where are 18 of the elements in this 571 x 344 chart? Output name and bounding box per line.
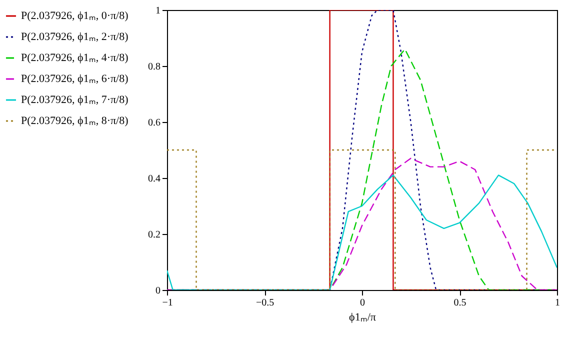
- x-tick-label: 0.5: [454, 298, 466, 308]
- legend-label: P(2.037926, ϕ1ₘ, 7·π/8): [21, 94, 129, 106]
- y-tick-label: 0.4: [148, 174, 160, 184]
- legend-label: P(2.037926, ϕ1ₘ, 8·π/8): [21, 115, 129, 127]
- y-tick-label: 0.6: [148, 118, 160, 128]
- x-tick-label: −0.5: [256, 298, 274, 308]
- y-tick-label: 0: [156, 286, 160, 296]
- x-tick-label: −1: [162, 298, 173, 308]
- y-tick-label: 0.2: [148, 230, 160, 240]
- y-tick-label: 1: [156, 6, 160, 16]
- y-tick-label: 0.8: [148, 62, 160, 72]
- x-axis-title: ϕ1ₘ/π: [349, 312, 376, 324]
- legend-label: P(2.037926, ϕ1ₘ, 4·π/8): [21, 52, 129, 64]
- x-tick-label: 1: [555, 298, 560, 308]
- legend-label: P(2.037926, ϕ1ₘ, 0·π/8): [21, 10, 129, 22]
- x-tick-label: 0: [360, 298, 365, 308]
- legend-label: P(2.037926, ϕ1ₘ, 6·π/8): [21, 73, 129, 85]
- legend-label: P(2.037926, ϕ1ₘ, 2·π/8): [21, 31, 129, 43]
